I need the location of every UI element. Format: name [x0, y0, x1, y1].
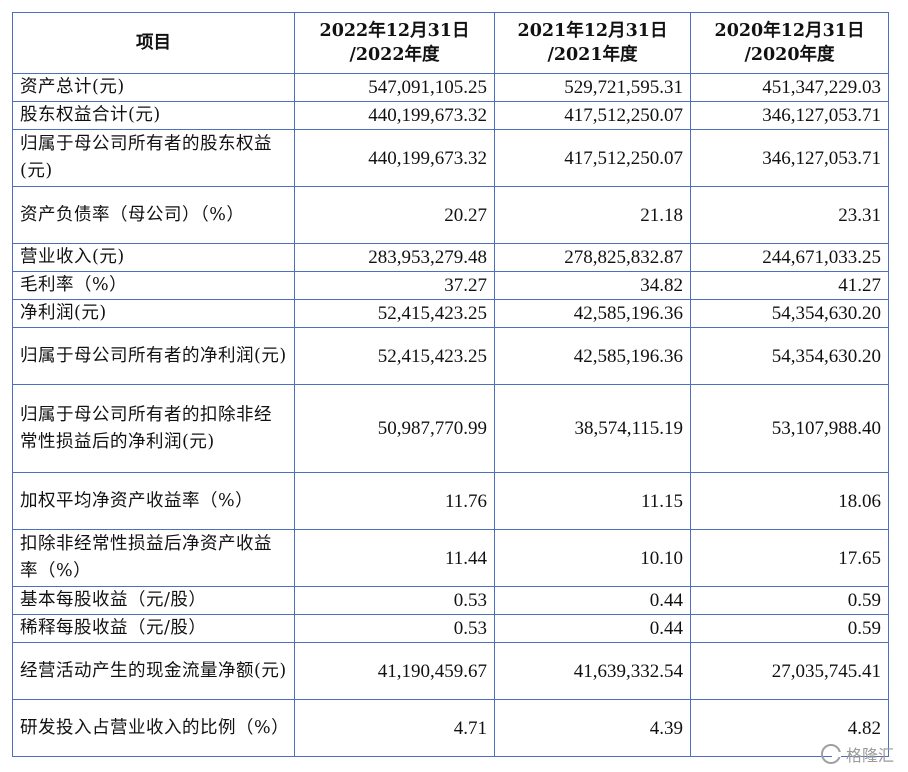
table-row: 稀释每股收益（元/股） 0.53 0.44 0.59 [12, 614, 889, 643]
table-row: 股东权益合计(元) 440,199,673.32 417,512,250.07 346… [12, 101, 889, 130]
row-value-2020: 346,127,053.71 [690, 101, 889, 130]
row-label: 营业收入(元) [12, 243, 295, 272]
row-value-2022: 37.27 [294, 271, 495, 300]
table-row: 研发投入占营业收入的比例（%） 4.71 4.39 4.82 [12, 699, 889, 757]
row-label: 加权平均净资产收益率（%） [12, 472, 295, 530]
row-value-2022: 50,987,770.99 [294, 384, 495, 473]
row-value-2022: 52,415,423.25 [294, 299, 495, 328]
row-value-2022: 440,199,673.32 [294, 129, 495, 187]
row-value-2022: 440,199,673.32 [294, 101, 495, 130]
table-row: 毛利率（%） 37.27 34.82 41.27 [12, 271, 889, 300]
row-label: 资产负债率（母公司）（%） [12, 186, 295, 244]
row-value-2022: 11.44 [294, 529, 495, 587]
watermark: 格隆汇 [820, 742, 894, 766]
row-value-2022: 547,091,105.25 [294, 73, 495, 102]
table-row: 归属于母公司所有者的扣除非经常性损益后的净利润(元) 50,987,770.99 3… [12, 384, 889, 473]
table-row: 资产总计(元) 547,091,105.25 529,721,595.31 451,3… [12, 73, 889, 102]
table-row: 基本每股收益（元/股） 0.53 0.44 0.59 [12, 586, 889, 615]
row-label: 归属于母公司所有者的扣除非经常性损益后的净利润(元) [12, 384, 295, 473]
row-value-2021: 0.44 [494, 586, 691, 615]
table-row: 归属于母公司所有者的股东权益(元) 440,199,673.32 417,512,2… [12, 129, 889, 187]
row-value-2021: 4.39 [494, 699, 691, 757]
row-value-2020: 0.59 [690, 586, 889, 615]
row-value-2021: 41,639,332.54 [494, 642, 691, 700]
row-label: 归属于母公司所有者的股东权益(元) [12, 129, 295, 187]
header-2022: 2022年12月31日 /2022年度 [294, 12, 495, 74]
row-value-2021: 10.10 [494, 529, 691, 587]
row-value-2021: 278,825,832.87 [494, 243, 691, 272]
row-value-2020: 53,107,988.40 [690, 384, 889, 473]
row-value-2022: 0.53 [294, 614, 495, 643]
row-value-2020: 54,354,630.20 [690, 327, 889, 385]
row-label: 稀释每股收益（元/股） [12, 614, 295, 643]
row-value-2021: 21.18 [494, 186, 691, 244]
header-item: 项目 [12, 12, 295, 74]
row-value-2020: 18.06 [690, 472, 889, 530]
table-row: 归属于母公司所有者的净利润(元) 52,415,423.25 42,585,196.… [12, 327, 889, 385]
table-row: 净利润(元) 52,415,423.25 42,585,196.36 54,354,6… [12, 299, 889, 328]
row-value-2021: 417,512,250.07 [494, 101, 691, 130]
row-label: 毛利率（%） [12, 271, 295, 300]
row-value-2022: 0.53 [294, 586, 495, 615]
gelonghui-logo-icon [820, 744, 841, 764]
header-2021: 2021年12月31日 /2021年度 [494, 12, 691, 74]
watermark-text: 格隆汇 [845, 746, 894, 765]
table-row: 经营活动产生的现金流量净额(元) 41,190,459.67 41,639,332.… [12, 642, 889, 700]
table-row: 营业收入(元) 283,953,279.48 278,825,832.87 244,6… [12, 243, 889, 272]
row-value-2022: 4.71 [294, 699, 495, 757]
row-value-2021: 417,512,250.07 [494, 129, 691, 187]
row-label: 扣除非经常性损益后净资产收益率（%） [12, 529, 295, 587]
row-value-2020: 23.31 [690, 186, 889, 244]
table-row: 加权平均净资产收益率（%） 11.76 11.15 18.06 [12, 472, 889, 530]
row-value-2020: 4.82 [690, 699, 889, 757]
row-value-2022: 11.76 [294, 472, 495, 530]
table-row: 扣除非经常性损益后净资产收益率（%） 11.44 10.10 17.65 [12, 529, 889, 587]
row-value-2020: 17.65 [690, 529, 889, 587]
row-value-2022: 283,953,279.48 [294, 243, 495, 272]
header-row: 项目 2022年12月31日 /2022年度 2021年12月31日 /2021… [12, 12, 889, 74]
row-value-2021: 0.44 [494, 614, 691, 643]
row-value-2020: 451,347,229.03 [690, 73, 889, 102]
row-value-2021: 42,585,196.36 [494, 327, 691, 385]
row-value-2020: 27,035,745.41 [690, 642, 889, 700]
row-label: 资产总计(元) [12, 73, 295, 102]
row-label: 经营活动产生的现金流量净额(元) [12, 642, 295, 700]
row-value-2022: 20.27 [294, 186, 495, 244]
row-label: 净利润(元) [12, 299, 295, 328]
row-value-2020: 41.27 [690, 271, 889, 300]
row-label: 归属于母公司所有者的净利润(元) [12, 327, 295, 385]
table-row: 资产负债率（母公司）（%） 20.27 21.18 23.31 [12, 186, 889, 244]
row-value-2021: 11.15 [494, 472, 691, 530]
row-value-2020: 244,671,033.25 [690, 243, 889, 272]
financial-data-table: 项目 2022年12月31日 /2022年度 2021年12月31日 /2021… [12, 12, 889, 757]
row-value-2021: 529,721,595.31 [494, 73, 691, 102]
row-value-2020: 54,354,630.20 [690, 299, 889, 328]
header-2020: 2020年12月31日 /2020年度 [690, 12, 889, 74]
row-value-2022: 41,190,459.67 [294, 642, 495, 700]
row-value-2020: 0.59 [690, 614, 889, 643]
row-label: 基本每股收益（元/股） [12, 586, 295, 615]
row-value-2021: 38,574,115.19 [494, 384, 691, 473]
row-value-2021: 34.82 [494, 271, 691, 300]
row-value-2022: 52,415,423.25 [294, 327, 495, 385]
row-label: 研发投入占营业收入的比例（%） [12, 699, 295, 757]
row-label: 股东权益合计(元) [12, 101, 295, 130]
row-value-2021: 42,585,196.36 [494, 299, 691, 328]
row-value-2020: 346,127,053.71 [690, 129, 889, 187]
